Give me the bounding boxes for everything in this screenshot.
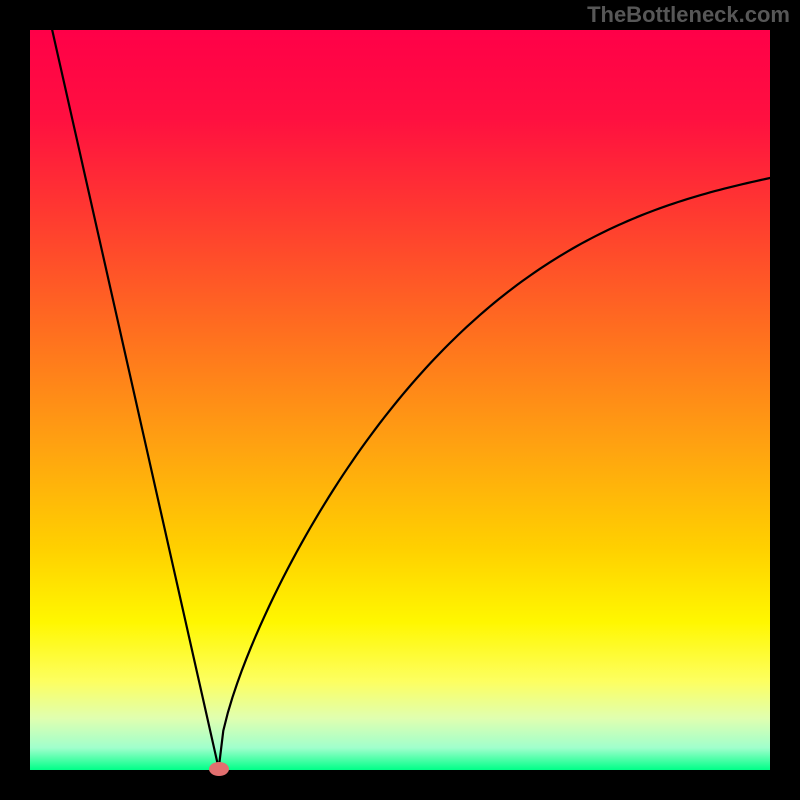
watermark: TheBottleneck.com — [587, 2, 790, 28]
chart-container: TheBottleneck.com — [0, 0, 800, 800]
plot-area — [30, 30, 770, 770]
optimum-marker — [209, 762, 229, 776]
